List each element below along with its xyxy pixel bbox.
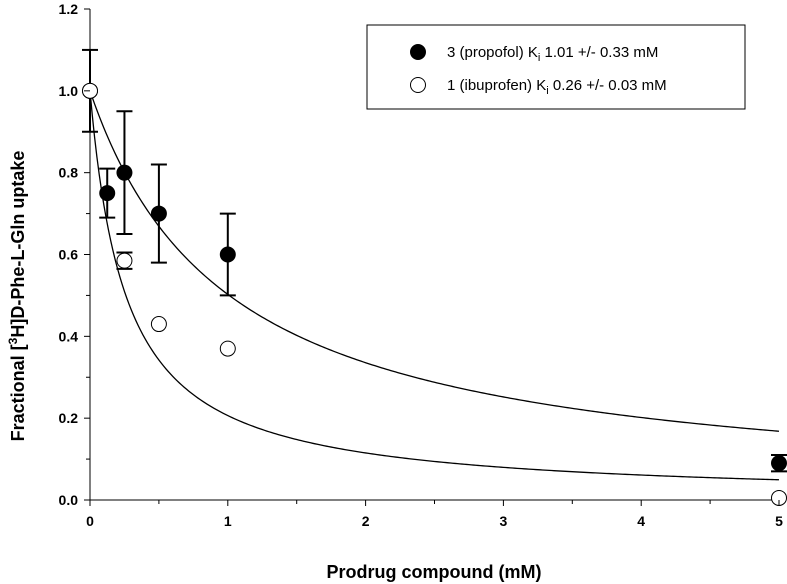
data-point-series-0 (150, 205, 167, 222)
y-tick-label: 0.2 (59, 410, 79, 426)
legend: 3 (propofol) Ki 1.01 +/- 0.33 mM 1 (ibup… (366, 24, 746, 110)
x-tick-label: 3 (500, 513, 508, 529)
y-tick-label: 0.8 (59, 165, 79, 181)
data-point-series-1 (150, 316, 167, 333)
data-points (82, 82, 787, 506)
data-point-series-1 (219, 340, 236, 357)
y-axis-title-superscript: 3 (6, 337, 20, 344)
fit-curve-series-0 (89, 90, 780, 432)
y-tick-label: 1.0 (59, 83, 79, 99)
error-bars (82, 48, 787, 473)
y-tick-label: 0.6 (59, 247, 79, 263)
y-axis-title-prefix: Fractional [ (8, 344, 28, 441)
x-tick-label: 2 (362, 513, 370, 529)
legend-marker-propofol (410, 44, 426, 60)
x-axis-title: Prodrug compound (mM) (327, 562, 542, 582)
legend-label-propofol-tail: 1.01 +/- 0.33 mM (540, 44, 658, 61)
legend-box (366, 24, 746, 110)
x-tick-label: 0 (86, 513, 94, 529)
legend-marker-ibuprofen (410, 77, 426, 93)
y-tick-label: 0.0 (59, 492, 79, 508)
data-point-series-0 (99, 185, 116, 202)
x-tick-label: 5 (775, 513, 783, 529)
legend-label-ibuprofen-sub: i (546, 85, 548, 97)
data-point-series-0 (116, 164, 133, 181)
data-point-series-1 (116, 252, 133, 269)
legend-label-propofol-name: 3 (propofol) K (447, 44, 538, 61)
fit-curve-series-1 (89, 90, 780, 481)
axis-ticks: 0 1 2 3 4 5 0.0 0.2 0.4 0.6 0.8 1.0 1.2 (59, 1, 784, 529)
data-point-series-0 (771, 455, 787, 472)
legend-label-propofol: 3 (propofol) Ki 1.01 +/- 0.33 mM (447, 44, 658, 64)
x-tick-label: 4 (637, 513, 645, 529)
legend-label-ibuprofen: 1 (ibuprofen) Ki 0.26 +/- 0.03 mM (447, 77, 667, 97)
fit-curves (89, 90, 780, 481)
legend-label-propofol-sub: i (538, 52, 540, 64)
y-axis-title-suffix: H]D-Phe-L-Gln uptake (8, 151, 28, 338)
data-point-series-0 (219, 246, 236, 263)
x-tick-label: 1 (224, 513, 232, 529)
y-tick-label: 0.4 (59, 328, 79, 344)
legend-label-ibuprofen-tail: 0.26 +/- 0.03 mM (549, 77, 667, 94)
legend-label-ibuprofen-name: 1 (ibuprofen) K (447, 77, 546, 94)
y-tick-label: 1.2 (59, 1, 79, 17)
y-axis-title: Fractional [3H]D-Phe-L-Gln uptake (6, 151, 28, 442)
